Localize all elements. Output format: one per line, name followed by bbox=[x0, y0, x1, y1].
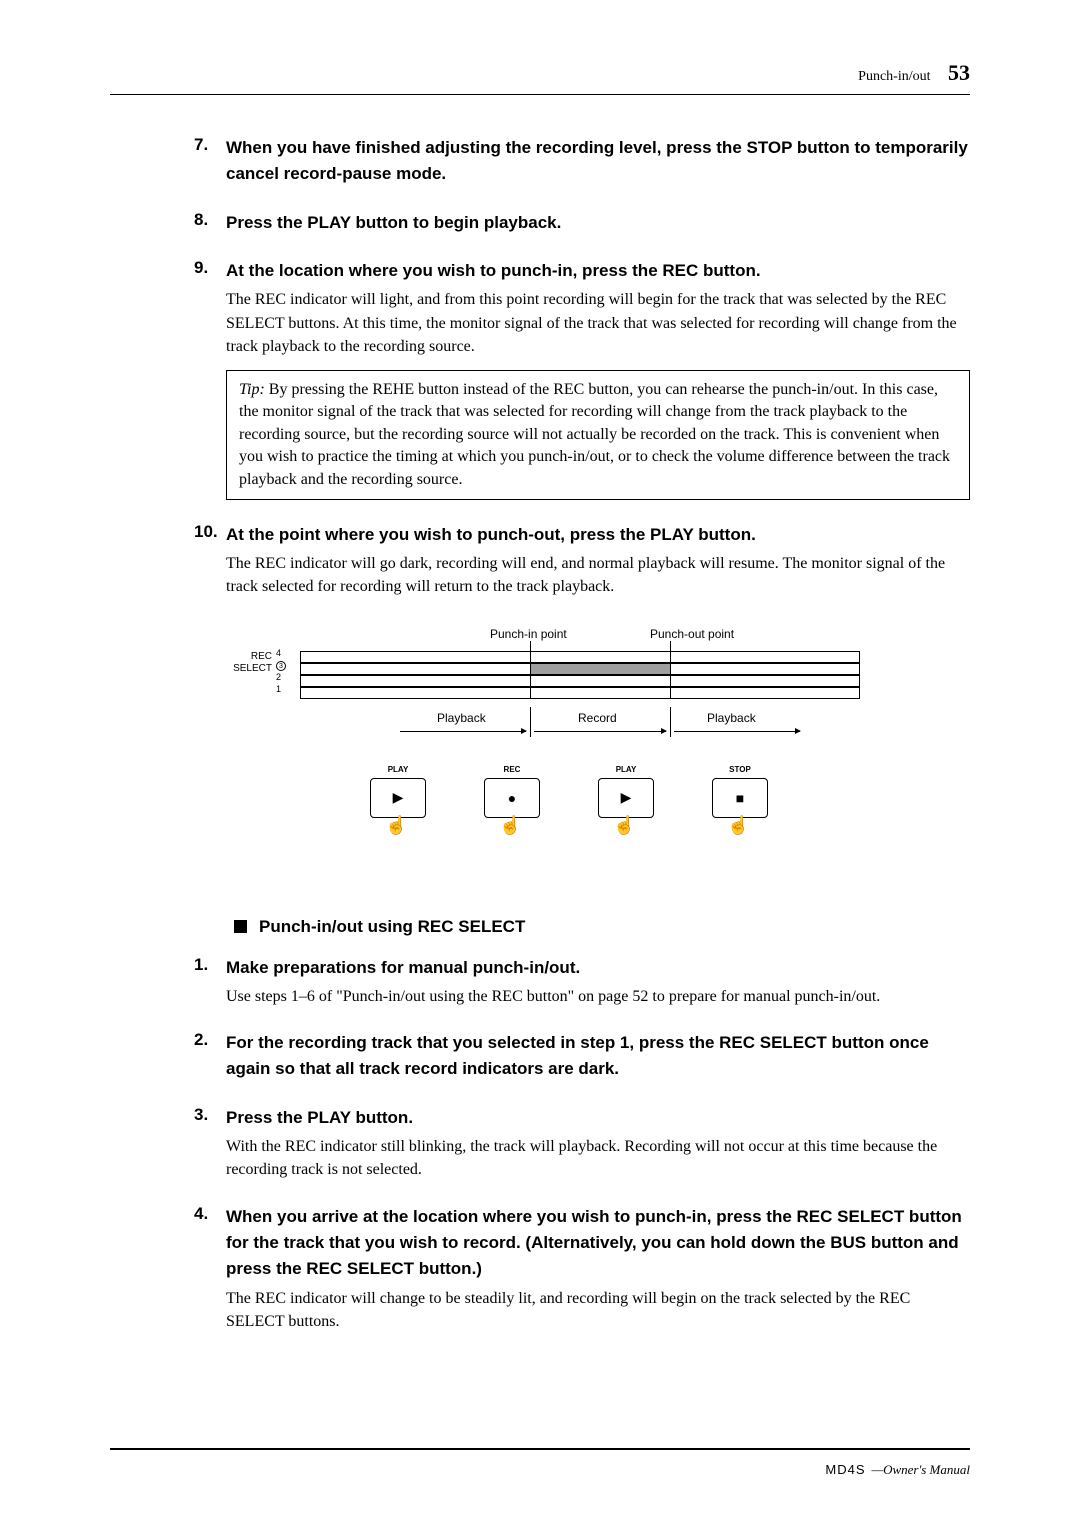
tip-text: By pressing the REHE button instead of t… bbox=[239, 381, 950, 488]
separator-2 bbox=[670, 707, 671, 737]
step-title: At the location where you wish to punch-… bbox=[226, 258, 970, 284]
track-lane bbox=[300, 687, 860, 699]
track-number: 1 bbox=[276, 683, 286, 695]
step-number: 3. bbox=[194, 1105, 208, 1125]
transport-button: REC ●☝ bbox=[484, 765, 540, 818]
separator-1 bbox=[530, 707, 531, 737]
step-title: When you arrive at the location where yo… bbox=[226, 1204, 970, 1283]
arrow-pre bbox=[400, 731, 526, 732]
subheading-text: Punch-in/out using REC SELECT bbox=[259, 917, 525, 936]
track-number: 2 bbox=[276, 671, 286, 683]
step-number: 4. bbox=[194, 1204, 208, 1224]
step-item: 2. For the recording track that you selec… bbox=[194, 1030, 970, 1083]
step-body: The REC indicator will go dark, recordin… bbox=[226, 552, 970, 598]
punch-out-line bbox=[670, 641, 671, 699]
button-box: ▶☝ bbox=[598, 778, 654, 818]
punch-in-label: Punch-in point bbox=[490, 627, 567, 641]
subheading: Punch-in/out using REC SELECT bbox=[234, 917, 970, 937]
arrow-post bbox=[674, 731, 800, 732]
punch-diagram: REC SELECT 4 321 Punch-in point Punch-out… bbox=[220, 627, 860, 887]
track-lanes bbox=[300, 651, 860, 699]
page-header: Punch-in/out 53 bbox=[110, 60, 970, 86]
step-item: 3. Press the PLAY button. With the REC ind… bbox=[194, 1105, 970, 1182]
transport-buttons: PLAY ▶☝ REC ●☝ PLAY ▶☝ STOP ■☝ bbox=[370, 765, 768, 818]
step-title: Press the PLAY button. bbox=[226, 1105, 970, 1131]
step-title: For the recording track that you selecte… bbox=[226, 1030, 970, 1083]
button-label: PLAY bbox=[370, 765, 426, 774]
step-number: 10. bbox=[194, 522, 218, 542]
step-title: At the point where you wish to punch-out… bbox=[226, 522, 970, 548]
track-number: 3 bbox=[276, 661, 286, 671]
rec-select-label: REC SELECT bbox=[220, 651, 272, 675]
transport-button: PLAY ▶☝ bbox=[598, 765, 654, 818]
step-number: 1. bbox=[194, 955, 208, 975]
transport-button: PLAY ▶☝ bbox=[370, 765, 426, 818]
footer-text: MD4S —Owner's Manual bbox=[110, 1462, 970, 1478]
main-content: 7. When you have finished adjusting the r… bbox=[110, 135, 970, 1333]
hand-icon: ☝ bbox=[385, 816, 407, 834]
step-title: Make preparations for manual punch-in/ou… bbox=[226, 955, 970, 981]
footer-logo: MD4S bbox=[825, 1462, 865, 1477]
step-number: 7. bbox=[194, 135, 208, 155]
hand-icon: ☝ bbox=[727, 816, 749, 834]
step-title: Press the PLAY button to begin playback. bbox=[226, 210, 970, 236]
punch-in-line bbox=[530, 641, 531, 699]
punch-out-label: Punch-out point bbox=[650, 627, 734, 641]
page-footer: MD4S —Owner's Manual bbox=[110, 1448, 970, 1478]
section-title: Punch-in/out bbox=[858, 69, 930, 84]
step-item: 10. At the point where you wish to punch-… bbox=[194, 522, 970, 599]
footer-manual: —Owner's Manual bbox=[872, 1462, 970, 1477]
button-box: ▶☝ bbox=[370, 778, 426, 818]
header-rule bbox=[110, 94, 970, 95]
step-item: 1. Make preparations for manual punch-in/… bbox=[194, 955, 970, 1009]
tip-box: Tip: By pressing the REHE button instead… bbox=[226, 370, 970, 500]
hand-icon: ☝ bbox=[499, 816, 521, 834]
step-number: 2. bbox=[194, 1030, 208, 1050]
step-item: 7. When you have finished adjusting the r… bbox=[194, 135, 970, 188]
button-box: ■☝ bbox=[712, 778, 768, 818]
recorded-segment bbox=[531, 664, 671, 674]
segment-post-label: Playback bbox=[707, 711, 756, 725]
track-lane bbox=[300, 663, 860, 675]
track-lane bbox=[300, 675, 860, 687]
transport-button: STOP ■☝ bbox=[712, 765, 768, 818]
segment-pre-label: Playback bbox=[437, 711, 486, 725]
step-number: 9. bbox=[194, 258, 208, 278]
step-body: Use steps 1–6 of "Punch-in/out using the… bbox=[226, 985, 970, 1008]
button-label: REC bbox=[484, 765, 540, 774]
hand-icon: ☝ bbox=[613, 816, 635, 834]
bullet-square-icon bbox=[234, 920, 247, 933]
button-label: STOP bbox=[712, 765, 768, 774]
step-item: 9. At the location where you wish to punc… bbox=[194, 258, 970, 500]
steps-list-b: 1. Make preparations for manual punch-in/… bbox=[194, 955, 970, 1333]
button-box: ●☝ bbox=[484, 778, 540, 818]
step-body: The REC indicator will change to be stea… bbox=[226, 1287, 970, 1333]
tip-label: Tip: bbox=[239, 381, 265, 398]
arrow-rec bbox=[534, 731, 666, 732]
track-numbers: 4 321 bbox=[276, 647, 286, 695]
footer-rule bbox=[110, 1448, 970, 1450]
segment-rec-label: Record bbox=[578, 711, 617, 725]
step-number: 8. bbox=[194, 210, 208, 230]
track-lane bbox=[300, 651, 860, 663]
track-number: 4 bbox=[276, 647, 286, 659]
step-title: When you have finished adjusting the rec… bbox=[226, 135, 970, 188]
step-body: The REC indicator will light, and from t… bbox=[226, 288, 970, 358]
step-item: 4. When you arrive at the location where … bbox=[194, 1204, 970, 1333]
button-label: PLAY bbox=[598, 765, 654, 774]
page-number: 53 bbox=[948, 60, 970, 85]
steps-list-a: 7. When you have finished adjusting the r… bbox=[194, 135, 970, 599]
step-item: 8. Press the PLAY button to begin playbac… bbox=[194, 210, 970, 236]
step-body: With the REC indicator still blinking, t… bbox=[226, 1135, 970, 1181]
